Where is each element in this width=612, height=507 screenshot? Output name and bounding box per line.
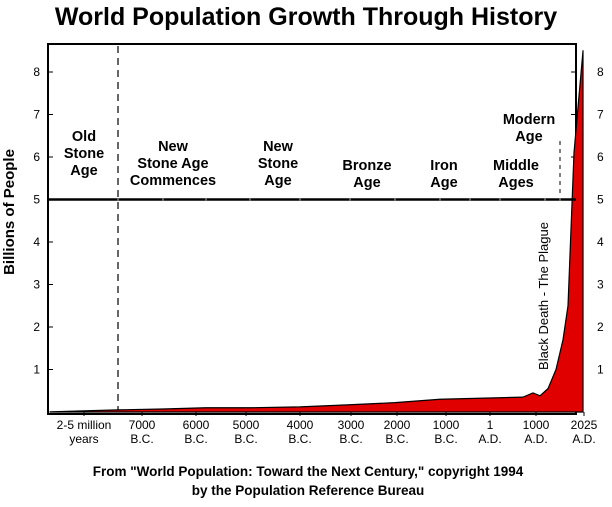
era-label-6: Modern Age [503, 112, 555, 145]
x-tick-3: 5000 B.C. [233, 418, 260, 446]
annotations: Black Death - The Plague [536, 222, 551, 370]
y-tick-right-7: 7 [597, 108, 604, 122]
y-tick-left-6: 6 [33, 150, 40, 164]
x-tick-10: 2025 A.D. [571, 418, 598, 446]
y-tick-right-5: 5 [597, 193, 604, 207]
era-label-3: Bronze Age [342, 158, 391, 191]
y-tick-right-2: 2 [597, 320, 604, 334]
era-label-2: New Stone Age [258, 139, 298, 189]
x-tick-4: 4000 B.C. [287, 418, 314, 446]
y-tick-left-2: 2 [33, 320, 40, 334]
x-tick-0: 2-5 million years [57, 418, 112, 446]
y-tick-left-3: 3 [33, 278, 40, 292]
reference-line [48, 198, 576, 201]
era-label-5: Middle Ages [493, 158, 539, 191]
y-tick-right-8: 8 [597, 65, 604, 79]
x-tick-6: 2000 B.C. [384, 418, 411, 446]
x-tick-8: 1 A.D. [478, 418, 501, 446]
era-labels: Old Stone Age New Stone Age Commences New Stone… [64, 112, 561, 196]
era-label-1: New Stone Age Commences [130, 139, 216, 189]
chart-title: World Population Growth Through History [55, 3, 557, 31]
y-tick-left-4: 4 [33, 235, 40, 249]
y-tick-left-7: 7 [33, 108, 40, 122]
source-line-2: by the Population Reference Bureau [192, 483, 425, 498]
source-line-1: From "World Population: Toward the Next … [93, 464, 524, 479]
area-series [49, 50, 584, 413]
y-tick-left-1: 1 [33, 363, 40, 377]
x-tick-9: 1000 A.D. [523, 418, 550, 446]
x-tick-7: 1000 B.C. [433, 418, 460, 446]
y-tick-right-4: 4 [597, 235, 604, 249]
y-tick-left-8: 8 [33, 65, 40, 79]
era-label-0: Old Stone Age [64, 129, 104, 179]
x-ticks: 2-5 million years 7000 B.C. 6000 B.C. 5000 B.C.… [57, 412, 598, 446]
y-axis-label: Billions of People [1, 149, 18, 275]
x-tick-1: 7000 B.C. [129, 418, 156, 446]
y-tick-right-6: 6 [597, 150, 604, 164]
era-label-4: Iron Age [430, 158, 457, 191]
area-series-0 [49, 50, 584, 413]
y-tick-left-5: 5 [33, 193, 40, 207]
y-ticks-left: 1 2 3 4 5 6 7 8 [33, 65, 53, 377]
x-tick-5: 3000 B.C. [338, 418, 365, 446]
x-tick-2: 6000 B.C. [183, 418, 210, 446]
annotation-0: Black Death - The Plague [536, 222, 551, 370]
plot-frame [47, 43, 577, 415]
y-tick-right-1: 1 [597, 363, 604, 377]
y-tick-right-3: 3 [597, 278, 604, 292]
